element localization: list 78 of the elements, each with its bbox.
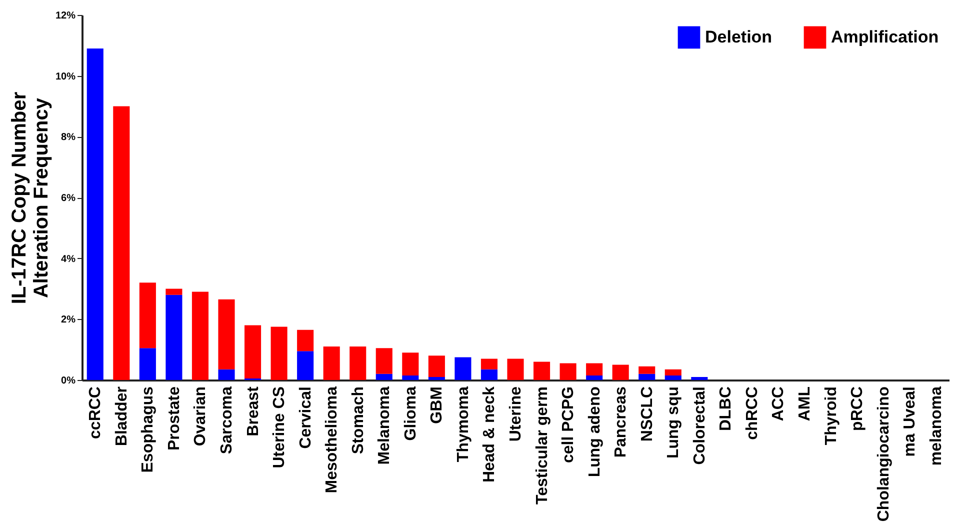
bar [533,362,550,380]
bar [586,375,603,380]
x-tick-label: Melanoma [376,386,394,465]
bar [297,330,314,352]
x-tick-label: Ovarian [192,386,210,446]
x-tick-label: Esophagus [140,386,157,473]
bar [376,348,392,374]
x-tick-label: NSCLC [638,386,656,442]
x-tick-label: Pancreas [612,386,630,458]
bar [480,358,498,370]
x-tick-label: Lung adeno [586,386,604,478]
x-tick-label: Glioma [402,386,420,441]
x-tick-label: pRCC [849,386,866,431]
y-tick-label: 0% [61,376,76,386]
x-tick-label: AML [796,386,814,422]
bar [428,356,445,377]
x-tick-label: Uterine [508,386,524,442]
x-tick-label: Cholangiocarcino [875,386,892,522]
bar [507,358,524,380]
bar [270,326,288,380]
y-tick-label: 8% [61,132,76,144]
y-tick-label: 10% [55,71,76,82]
x-tick-label: ACC [770,386,788,422]
bar [166,288,182,295]
x-tick-label: Breast [244,386,262,436]
bar [691,376,708,380]
bar [166,294,182,380]
x-tick-label: Thymoma [454,386,472,462]
bar [586,363,603,376]
x-tick-label: Bladder [113,386,130,446]
bar [297,351,314,380]
y-tick-label: 4% [61,254,76,265]
x-tick-label: ccRCC [87,386,104,439]
bar [428,376,445,380]
x-tick-label: Uterine CS [271,386,288,468]
bar [350,346,366,380]
bar [480,369,498,380]
x-tick-label: DLBC [718,386,735,431]
bar [113,106,130,380]
bar [664,375,682,380]
bar [638,374,656,380]
x-tick-label: Thyroid [822,386,840,446]
bar [139,348,156,380]
bar [638,366,656,374]
bar [454,357,472,380]
bar [86,48,104,380]
x-tick-label: Colorectal [691,386,708,465]
x-tick-label: Prostate [166,386,183,451]
x-tick-label: melanoma [928,386,945,466]
y-tick-label: 6% [61,193,76,204]
legend-label: Amplification [831,27,939,46]
x-tick-label: Testicular germ [534,386,551,504]
x-tick-label: ma Uveal [902,386,919,457]
y-tick-label: 2% [61,314,76,326]
bar [244,325,262,378]
y-axis-title: IL-17RC Copy Number Alteration Frequency [8,92,52,304]
bar [192,292,209,380]
bar [139,282,156,348]
x-tick-label: Mesothelioma [324,386,341,494]
bar [376,374,392,380]
x-tick-label: chRCC [744,386,761,440]
bar [218,369,235,380]
bar [612,364,629,380]
legend-label: Deletion [705,27,772,46]
x-tick-label: Head & neck [481,386,498,483]
x-tick-label: Cervical [297,386,314,449]
y-tick-label: 12% [55,10,76,22]
x-tick-label: Sarcoma [218,386,236,454]
bar [218,299,235,370]
bar [323,346,340,380]
bar [560,363,576,380]
x-tick-label: GBM [428,386,446,424]
bar [402,375,419,380]
bar [402,352,419,376]
x-tick-label: Stomach [350,386,367,454]
x-tick-label: Lung squ [665,386,682,458]
bar [664,369,682,376]
x-tick-label: cell PCPG [560,386,578,463]
